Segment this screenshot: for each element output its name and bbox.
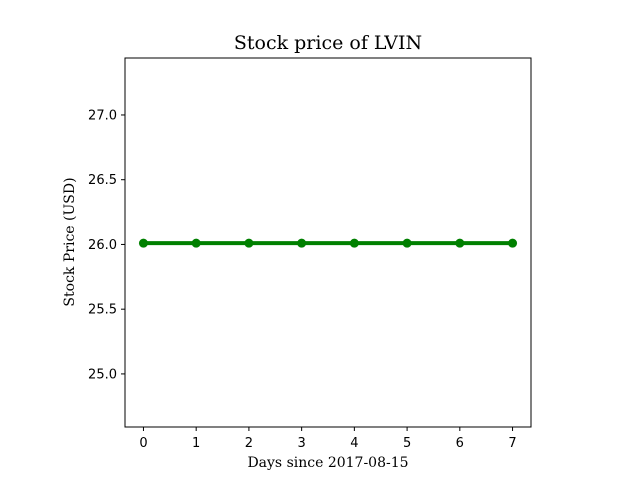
x-tick-label: 7 bbox=[508, 436, 516, 451]
y-tick-label: 25.0 bbox=[88, 367, 117, 382]
y-tick-label: 26.0 bbox=[88, 238, 117, 253]
y-tick-label: 25.5 bbox=[88, 303, 117, 318]
x-tick-label: 2 bbox=[245, 436, 253, 451]
data-point bbox=[402, 238, 412, 248]
data-point bbox=[455, 238, 465, 248]
data-point bbox=[244, 238, 254, 248]
chart-title: Stock price of LVIN bbox=[234, 32, 422, 54]
data-point bbox=[349, 238, 359, 248]
y-tick-label: 26.5 bbox=[88, 173, 117, 188]
y-axis: 25.0 25.5 26.0 26.5 27.0 bbox=[88, 108, 125, 382]
series-layer bbox=[138, 238, 518, 248]
data-point bbox=[138, 238, 148, 248]
data-point bbox=[297, 238, 307, 248]
x-tick-label: 4 bbox=[350, 436, 358, 451]
data-point bbox=[508, 238, 518, 248]
x-tick-label: 6 bbox=[456, 436, 464, 451]
x-tick-label: 1 bbox=[192, 436, 200, 451]
y-tick-label: 27.0 bbox=[88, 108, 117, 123]
x-axis: 0 1 2 3 4 5 6 7 bbox=[139, 427, 517, 451]
x-tick-label: 0 bbox=[139, 436, 147, 451]
x-axis-label: Days since 2017-08-15 bbox=[247, 455, 408, 471]
data-point bbox=[191, 238, 201, 248]
x-tick-label: 3 bbox=[297, 436, 305, 451]
y-axis-label: Stock Price (USD) bbox=[62, 177, 78, 306]
x-tick-label: 5 bbox=[403, 436, 411, 451]
